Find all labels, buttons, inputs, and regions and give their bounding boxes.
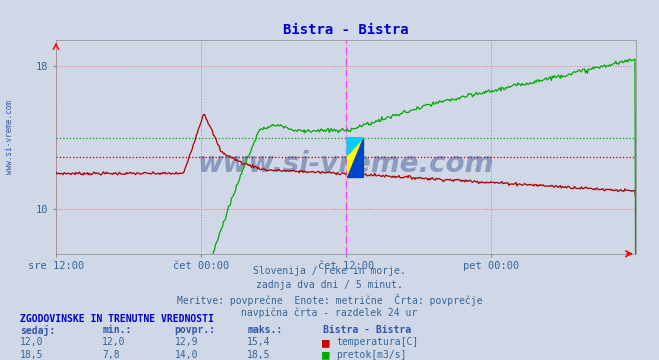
Text: temperatura[C]: temperatura[C] [336, 337, 418, 347]
Text: www.si-vreme.com: www.si-vreme.com [198, 150, 494, 178]
Title: Bistra - Bistra: Bistra - Bistra [283, 23, 409, 37]
Text: min.:: min.: [102, 325, 132, 335]
Text: navpična črta - razdelek 24 ur: navpična črta - razdelek 24 ur [241, 307, 418, 318]
Text: 18,5: 18,5 [20, 350, 43, 360]
Text: zadnja dva dni / 5 minut.: zadnja dva dni / 5 minut. [256, 280, 403, 290]
Text: Bistra - Bistra: Bistra - Bistra [323, 325, 411, 335]
Polygon shape [347, 138, 363, 156]
Text: 12,0: 12,0 [102, 337, 126, 347]
Text: 18,5: 18,5 [247, 350, 271, 360]
Text: povpr.:: povpr.: [175, 325, 215, 335]
Text: Slovenija / reke in morje.: Slovenija / reke in morje. [253, 266, 406, 276]
Polygon shape [347, 138, 363, 177]
Text: maks.:: maks.: [247, 325, 282, 335]
Text: 7,8: 7,8 [102, 350, 120, 360]
Text: ■: ■ [322, 336, 329, 349]
Text: 15,4: 15,4 [247, 337, 271, 347]
Text: 14,0: 14,0 [175, 350, 198, 360]
Text: 12,9: 12,9 [175, 337, 198, 347]
Text: ■: ■ [322, 348, 329, 360]
Text: pretok[m3/s]: pretok[m3/s] [336, 350, 407, 360]
Text: ZGODOVINSKE IN TRENUTNE VREDNOSTI: ZGODOVINSKE IN TRENUTNE VREDNOSTI [20, 314, 214, 324]
Text: Meritve: povprečne  Enote: metrične  Črta: povprečje: Meritve: povprečne Enote: metrične Črta:… [177, 294, 482, 306]
Text: 12,0: 12,0 [20, 337, 43, 347]
Text: www.si-vreme.com: www.si-vreme.com [5, 100, 14, 174]
Bar [347, 138, 363, 177]
Text: sedaj:: sedaj: [20, 325, 55, 336]
